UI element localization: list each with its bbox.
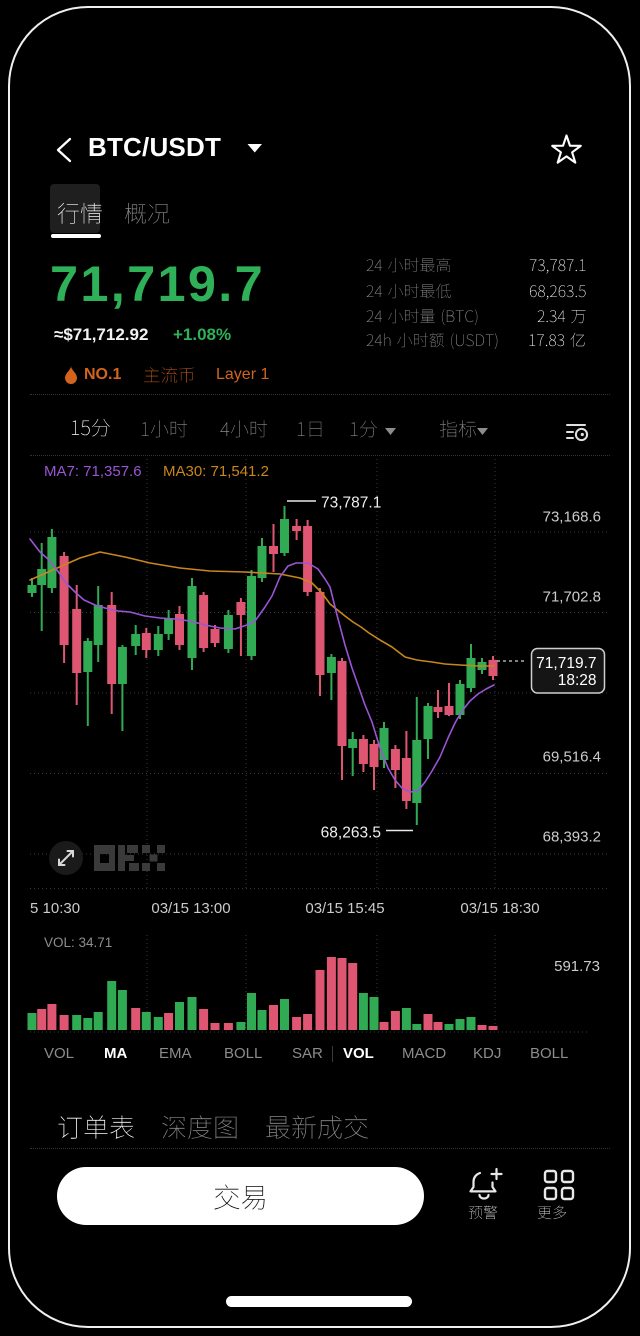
svg-text:03/15 15:45: 03/15 15:45 [305,900,384,917]
svg-text:591.73: 591.73 [554,958,600,975]
svg-text:VOL: 34.71: VOL: 34.71 [44,935,112,950]
svg-text:MA7: 71,357.6: MA7: 71,357.6 [44,463,142,480]
svg-text:03/15 13:00: 03/15 13:00 [151,900,230,917]
svg-text:5 10:30: 5 10:30 [30,900,80,917]
svg-text:68,263.5: 68,263.5 [321,825,381,842]
svg-text:71,702.8: 71,702.8 [543,589,601,606]
svg-text:68,393.2: 68,393.2 [543,829,601,846]
svg-text:73,168.6: 73,168.6 [543,509,601,526]
svg-text:03/15 18:30: 03/15 18:30 [460,900,539,917]
svg-text:69,516.4: 69,516.4 [543,749,601,766]
svg-text:MA30: 71,541.2: MA30: 71,541.2 [163,463,269,480]
svg-text:71,719.7: 71,719.7 [536,655,596,672]
svg-text:73,787.1: 73,787.1 [321,495,381,512]
svg-text:18:28: 18:28 [558,672,597,689]
